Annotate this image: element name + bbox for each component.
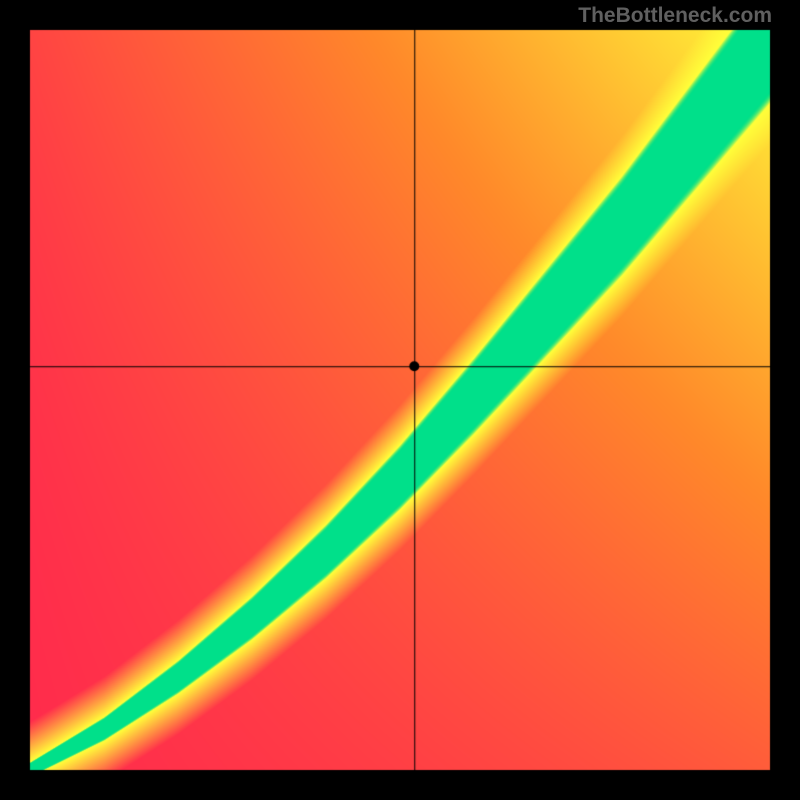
bottleneck-heatmap [0, 0, 800, 800]
chart-container: TheBottleneck.com [0, 0, 800, 800]
watermark-text: TheBottleneck.com [578, 4, 772, 28]
